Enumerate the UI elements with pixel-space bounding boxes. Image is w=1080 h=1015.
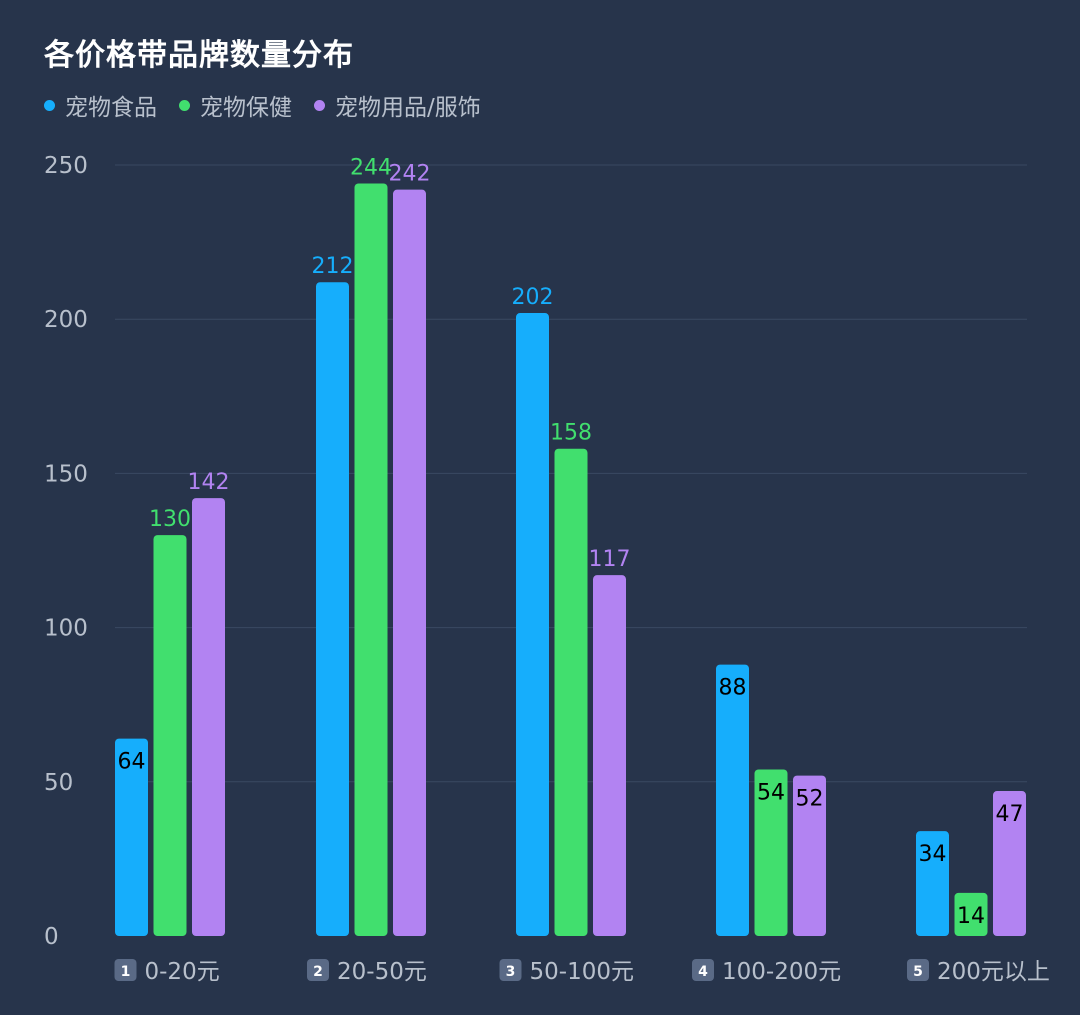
x-tick-3: 3 50-100元 (499, 959, 634, 985)
legend-dot-supplies (314, 99, 325, 111)
y-tick-label-50: 50 (44, 770, 73, 796)
value-labels: 64 212 202 88 34 130 244 158 54 14 142 242 117 52 47 (118, 156, 1024, 929)
bars (115, 183, 1026, 937)
value-label-health-5: 14 (957, 904, 985, 929)
bar-supplies-2 (393, 189, 426, 936)
x-tick-label-1: 0-20元 (145, 959, 220, 985)
x-tick-label-4: 100-200元 (722, 959, 841, 985)
bar-supplies-5 (993, 791, 1026, 936)
category-badge-2 (307, 959, 329, 981)
bar-health-5 (954, 892, 988, 936)
x-tick-label-2: 20-50元 (337, 959, 427, 985)
legend-item-food[interactable]: 宠物食品 (44, 88, 157, 122)
y-tick-label-0: 0 (44, 924, 59, 950)
value-label-supplies-5: 47 (996, 802, 1024, 827)
category-badge-number-4: 4 (698, 964, 708, 980)
y-tick-label-150: 150 (44, 461, 88, 487)
x-axis: 1 0-20元 2 20-50元 3 50-100元 4 100-200元 5 200元以上 (114, 959, 1050, 985)
chart-title: 各价格带品牌数量分布 (44, 38, 354, 73)
bar-supplies-4 (793, 775, 826, 936)
legend: 宠物食品 宠物保健 宠物用品/服饰 (44, 88, 503, 122)
value-label-health-1: 130 (149, 507, 191, 532)
category-badge-3 (499, 959, 522, 981)
category-badge-number-2: 2 (313, 964, 323, 980)
x-tick-2: 2 20-50元 (307, 959, 427, 985)
value-label-food-5: 34 (919, 842, 947, 867)
x-tick-label-3: 50-100元 (530, 959, 634, 985)
bar-food-1 (115, 738, 148, 936)
legend-dot-health (179, 99, 190, 111)
value-label-supplies-2: 242 (389, 162, 431, 187)
bar-food-4 (716, 664, 749, 936)
x-tick-5: 5 200元以上 (907, 959, 1050, 985)
y-tick-label-200: 200 (44, 307, 88, 333)
value-label-health-4: 54 (757, 780, 785, 805)
y-axis: 0 50 100 150 200 250 (44, 153, 88, 950)
category-badge-1 (114, 959, 137, 981)
bar-health-3 (554, 448, 588, 936)
legend-dot-food (44, 99, 55, 111)
value-label-health-3: 158 (550, 421, 592, 446)
legend-label-supplies: 宠物用品/服饰 (335, 95, 481, 121)
value-label-food-1: 64 (118, 750, 146, 775)
category-badge-number-3: 3 (506, 964, 516, 980)
bar-supplies-3 (593, 575, 626, 936)
legend-item-health[interactable]: 宠物保健 (179, 88, 292, 122)
y-tick-label-250: 250 (44, 153, 88, 179)
value-label-supplies-3: 117 (589, 547, 631, 572)
value-label-health-2: 244 (350, 156, 392, 181)
bar-food-5 (916, 831, 949, 936)
bar-health-2 (354, 183, 388, 936)
category-badge-5 (907, 959, 929, 981)
category-badge-number-1: 1 (121, 964, 131, 980)
category-badge-number-5: 5 (913, 964, 923, 980)
x-tick-1: 1 0-20元 (114, 959, 220, 985)
value-label-food-4: 88 (719, 676, 747, 701)
value-label-supplies-1: 142 (188, 470, 230, 495)
bar-food-2 (316, 282, 349, 936)
value-label-food-2: 212 (312, 254, 354, 279)
value-label-food-3: 202 (512, 285, 554, 310)
legend-label-health: 宠物保健 (200, 95, 292, 121)
bar-food-3 (516, 313, 549, 937)
bar-supplies-1 (192, 498, 225, 936)
x-tick-label-5: 200元以上 (937, 959, 1050, 985)
value-label-supplies-4: 52 (796, 787, 824, 812)
bar-health-4 (754, 769, 788, 936)
bar-health-1 (153, 535, 187, 936)
legend-item-supplies[interactable]: 宠物用品/服饰 (314, 88, 481, 122)
category-badge-4 (692, 959, 714, 981)
x-tick-4: 4 100-200元 (692, 959, 841, 985)
y-tick-label-100: 100 (44, 616, 88, 642)
legend-label-food: 宠物食品 (65, 95, 157, 121)
